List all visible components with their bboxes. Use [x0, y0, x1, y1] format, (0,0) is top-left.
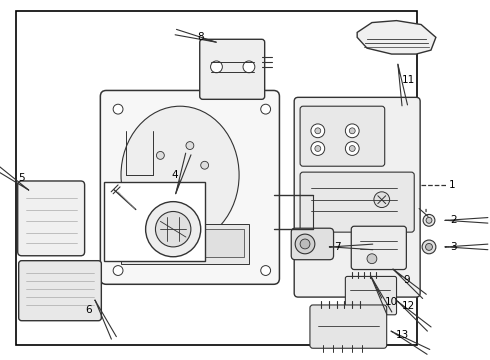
Bar	[126, 229, 244, 257]
Text: 12: 12	[401, 301, 415, 311]
FancyBboxPatch shape	[294, 97, 420, 297]
Text: 10: 10	[385, 297, 398, 307]
Bar	[16, 11, 417, 345]
FancyBboxPatch shape	[200, 39, 265, 99]
Circle shape	[300, 239, 310, 249]
Text: 11: 11	[401, 75, 415, 85]
Circle shape	[345, 124, 359, 138]
Circle shape	[155, 211, 191, 247]
FancyBboxPatch shape	[300, 106, 385, 166]
Circle shape	[186, 141, 194, 149]
FancyBboxPatch shape	[18, 181, 85, 256]
Circle shape	[311, 141, 325, 156]
FancyBboxPatch shape	[310, 305, 387, 348]
Text: 8: 8	[197, 32, 203, 42]
Text: 2: 2	[451, 215, 457, 225]
Circle shape	[425, 243, 433, 250]
Ellipse shape	[121, 106, 239, 244]
Polygon shape	[357, 21, 436, 54]
Circle shape	[146, 202, 201, 257]
Circle shape	[374, 192, 390, 208]
Circle shape	[423, 215, 435, 226]
Text: 13: 13	[395, 330, 409, 341]
FancyBboxPatch shape	[300, 172, 414, 232]
FancyBboxPatch shape	[345, 276, 396, 315]
FancyBboxPatch shape	[291, 228, 334, 260]
Text: 5: 5	[18, 173, 24, 183]
Circle shape	[113, 266, 123, 275]
Circle shape	[315, 145, 321, 152]
Text: 7: 7	[335, 242, 341, 252]
Text: 4: 4	[172, 170, 178, 180]
Circle shape	[156, 152, 164, 159]
Circle shape	[211, 61, 222, 73]
Circle shape	[295, 234, 315, 254]
Circle shape	[315, 128, 321, 134]
Circle shape	[367, 254, 377, 264]
Circle shape	[345, 141, 359, 156]
Circle shape	[201, 161, 209, 169]
Bar	[104, 182, 205, 261]
Text: 6: 6	[85, 305, 92, 315]
FancyBboxPatch shape	[19, 261, 101, 321]
Circle shape	[113, 104, 123, 114]
Text: 3: 3	[451, 242, 457, 252]
Circle shape	[349, 128, 355, 134]
Circle shape	[422, 240, 436, 254]
Circle shape	[243, 61, 255, 73]
FancyBboxPatch shape	[351, 226, 406, 270]
Text: 9: 9	[403, 275, 410, 285]
Circle shape	[311, 124, 325, 138]
Text: 1: 1	[449, 180, 455, 190]
Bar	[121, 224, 249, 264]
FancyBboxPatch shape	[100, 90, 279, 284]
Circle shape	[426, 217, 432, 223]
Circle shape	[261, 104, 270, 114]
Circle shape	[349, 145, 355, 152]
Circle shape	[261, 266, 270, 275]
